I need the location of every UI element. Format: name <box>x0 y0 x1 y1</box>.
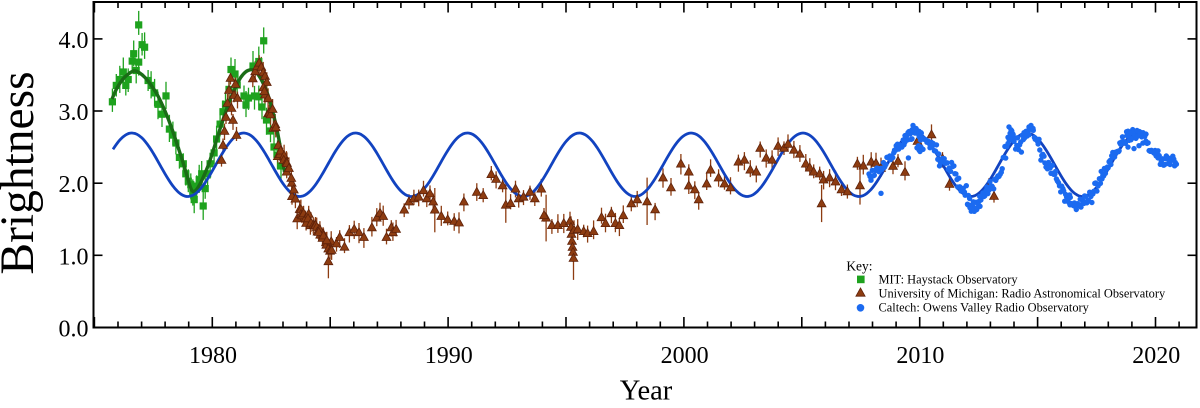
svg-text:0.0: 0.0 <box>59 317 89 343</box>
svg-text:2010: 2010 <box>896 343 944 369</box>
svg-text:2020: 2020 <box>1132 343 1180 369</box>
svg-text:Caltech: Owens Valley Radio Ob: Caltech: Owens Valley Radio Observatory <box>879 301 1090 315</box>
svg-text:1980: 1980 <box>189 343 237 369</box>
svg-text:2.0: 2.0 <box>59 172 89 198</box>
svg-text:1.0: 1.0 <box>59 244 89 270</box>
svg-text:4.0: 4.0 <box>59 28 89 54</box>
svg-text:1990: 1990 <box>425 343 473 369</box>
svg-text:Key:: Key: <box>846 259 872 274</box>
svg-text:University of Michigan: Radio: University of Michigan: Radio Astronomic… <box>879 287 1166 301</box>
svg-text:3.0: 3.0 <box>59 100 89 126</box>
svg-text:Brightness: Brightness <box>0 71 44 274</box>
svg-text:MIT: Haystack Observatory: MIT: Haystack Observatory <box>879 272 1019 286</box>
svg-text:2000: 2000 <box>661 343 709 369</box>
svg-text:Year: Year <box>620 376 673 404</box>
